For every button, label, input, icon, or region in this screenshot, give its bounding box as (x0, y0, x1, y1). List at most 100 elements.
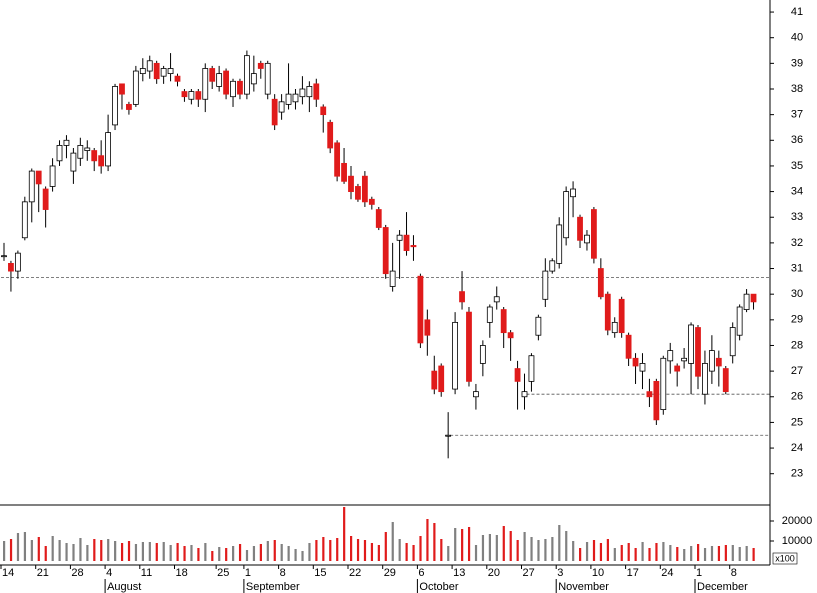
candle-body (278, 101, 285, 113)
candle-body (681, 357, 688, 362)
candle-body (209, 68, 216, 82)
x-tick-label: 27 (523, 567, 535, 579)
volume-bar (3, 541, 6, 561)
volume-bar (565, 531, 568, 561)
candle-body (459, 291, 465, 303)
x-tick-label: 24 (661, 567, 673, 579)
volume-bar (273, 540, 276, 561)
candle-body (119, 83, 125, 95)
candle-body (355, 186, 361, 200)
candle-body (611, 321, 618, 334)
candle-body (202, 68, 209, 100)
candle-body (535, 316, 542, 336)
candle-body (1, 255, 7, 258)
volume-bar (467, 527, 471, 561)
volume-bar (599, 543, 603, 561)
volume-bar (710, 546, 714, 561)
candle-body (271, 98, 278, 126)
volume-bar (377, 545, 380, 561)
volume-bar (419, 536, 422, 561)
unit-box (772, 552, 798, 565)
candle-body (56, 145, 63, 162)
volume-bar (315, 540, 318, 561)
volume-bar (197, 548, 200, 561)
candle-body (452, 321, 459, 390)
candle-body (702, 363, 708, 395)
volume-bar (641, 542, 644, 561)
volume-bar (516, 540, 519, 561)
candle-body (424, 319, 431, 336)
volume-bar (356, 539, 360, 561)
volume-bar (107, 539, 110, 561)
volume-bar (426, 519, 429, 561)
volume-bar (343, 507, 346, 561)
y-tick-label: 30 (791, 288, 803, 300)
volume-bar (398, 539, 401, 561)
volume-bar (37, 537, 40, 561)
volume-bar (606, 539, 609, 561)
candle-body (473, 391, 479, 398)
candle-body (348, 175, 354, 192)
candle-body (438, 365, 445, 393)
candle-body (556, 224, 563, 264)
volume-bar (724, 545, 727, 561)
volume-bar (738, 547, 741, 561)
x-tick-label: 25 (217, 567, 229, 579)
volume-bar (141, 542, 144, 561)
y-tick-label: 24 (791, 442, 803, 454)
candle-body (126, 103, 132, 110)
volume-bar (655, 543, 658, 561)
y-tick-label: 28 (791, 339, 803, 351)
volume-bar (405, 543, 408, 561)
candle-body (341, 162, 347, 182)
volume-bar (447, 546, 450, 561)
y-tick-label: 32 (791, 237, 803, 249)
volume-bar (120, 543, 124, 561)
candle-body (320, 106, 327, 116)
y-tick-label: 33 (791, 211, 803, 223)
candle-body (28, 170, 35, 203)
volume-bar (51, 536, 54, 561)
candle-body (403, 234, 410, 251)
volume-bar (176, 543, 179, 561)
volume-bar (530, 537, 533, 561)
volume-bar (93, 539, 96, 561)
volume-bar (731, 545, 734, 561)
volume-bar (752, 548, 755, 561)
candle-body (486, 306, 493, 323)
x-tick-label: 8 (731, 567, 737, 579)
candle-body (528, 355, 535, 382)
candle-body (313, 83, 320, 100)
volume-bar (509, 531, 512, 561)
volume-bar (65, 543, 68, 561)
volume-bar (370, 543, 374, 561)
candle-body (237, 80, 243, 95)
x-tick-label: 21 (37, 567, 49, 579)
volume-bar (634, 548, 637, 561)
volume-bar (225, 548, 228, 561)
x-tick-label: 8 (280, 567, 286, 579)
y-tick-label: 27 (791, 365, 803, 377)
candle-body (174, 75, 181, 82)
candle-body (375, 209, 382, 228)
candle-body (105, 132, 111, 167)
volume-unit: x100 (775, 553, 795, 563)
candle-body (334, 142, 341, 177)
y-tick-label: 34 (791, 185, 803, 197)
volume-bar (322, 537, 325, 561)
volume-bar (329, 540, 332, 561)
volume-bar (488, 534, 491, 561)
candle-body (153, 62, 160, 80)
candle-body (181, 91, 188, 98)
volume-bar (266, 541, 269, 561)
volume-bar (23, 532, 27, 561)
volume-bar (114, 541, 117, 561)
candle-body (431, 370, 438, 390)
candle-body (21, 201, 28, 239)
volume-bar (585, 542, 589, 561)
volume-bar (190, 545, 193, 561)
candle-body (660, 357, 667, 410)
volume-bar (363, 540, 367, 561)
volume-bar (433, 523, 436, 561)
volume-bar (745, 546, 748, 561)
